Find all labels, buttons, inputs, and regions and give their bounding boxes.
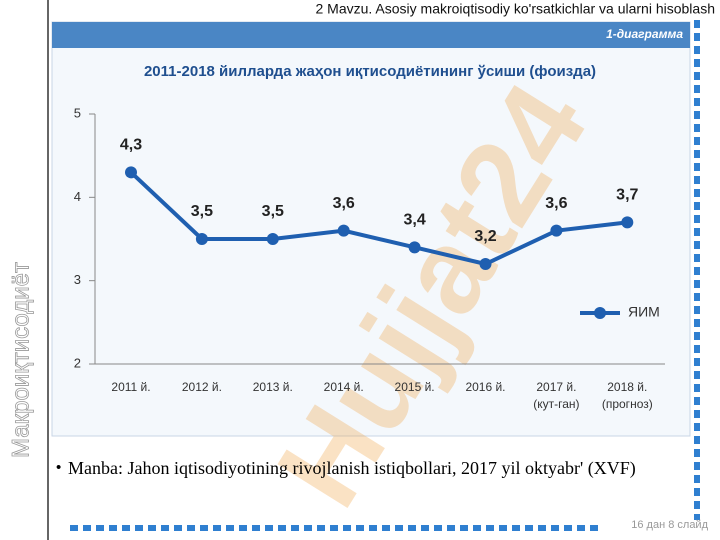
x-tick-label: 2011 й. [111,380,150,394]
header: 2 Mavzu. Asosiy makroiqtisodiy ko'rsatki… [315,1,715,17]
y-tick-label: 5 [74,105,81,120]
data-point [125,166,137,179]
bullet: • [56,459,61,476]
data-point [266,233,279,245]
x-tick-label: 2014 й. [324,380,364,394]
data-line [129,170,628,267]
x-tick-label: 2017 й. (кут-ган) [533,380,579,411]
legend-marker [594,307,606,319]
data-label: 3,6 [333,195,355,212]
data-point [621,216,634,229]
legend-label: ЯИМ [628,304,660,320]
x-tick-label: 2015 й. [395,380,435,394]
data-label: 3,5 [262,203,284,220]
y-tick-label: 3 [74,272,81,287]
data-point [550,224,563,237]
data-label: 3,2 [474,228,496,245]
data-point [195,233,208,245]
chart-header-band [52,22,690,48]
x-tick-label: 2012 й. [182,380,222,394]
y-tick-label: 4 [74,189,81,204]
y-tick-label: 2 [74,355,81,370]
data-point [408,241,421,254]
chart-title: 2011-2018 йилларда жаҳон иқтисодиётининг… [144,63,596,80]
x-tick-label: 2016 й. [465,380,505,394]
data-label: 4,3 [120,137,142,154]
data-label: 3,7 [616,187,638,204]
x-tick-label: 2013 й. [253,380,293,394]
footer: 16 дан 8 слайд [631,519,708,531]
data-point [479,258,492,270]
diagram-label: 1-диаграмма [606,27,683,41]
source-text: Manba: Jahon iqtisodiyotining rivojlanis… [68,458,636,478]
data-point [337,224,350,237]
data-label: 3,5 [191,203,213,220]
side-title: Макроиқтисодиёт [7,262,34,458]
data-label: 3,6 [545,195,567,212]
data-label: 3,4 [403,212,425,229]
x-tick-label: 2018 й. (прогноз) [602,380,653,411]
